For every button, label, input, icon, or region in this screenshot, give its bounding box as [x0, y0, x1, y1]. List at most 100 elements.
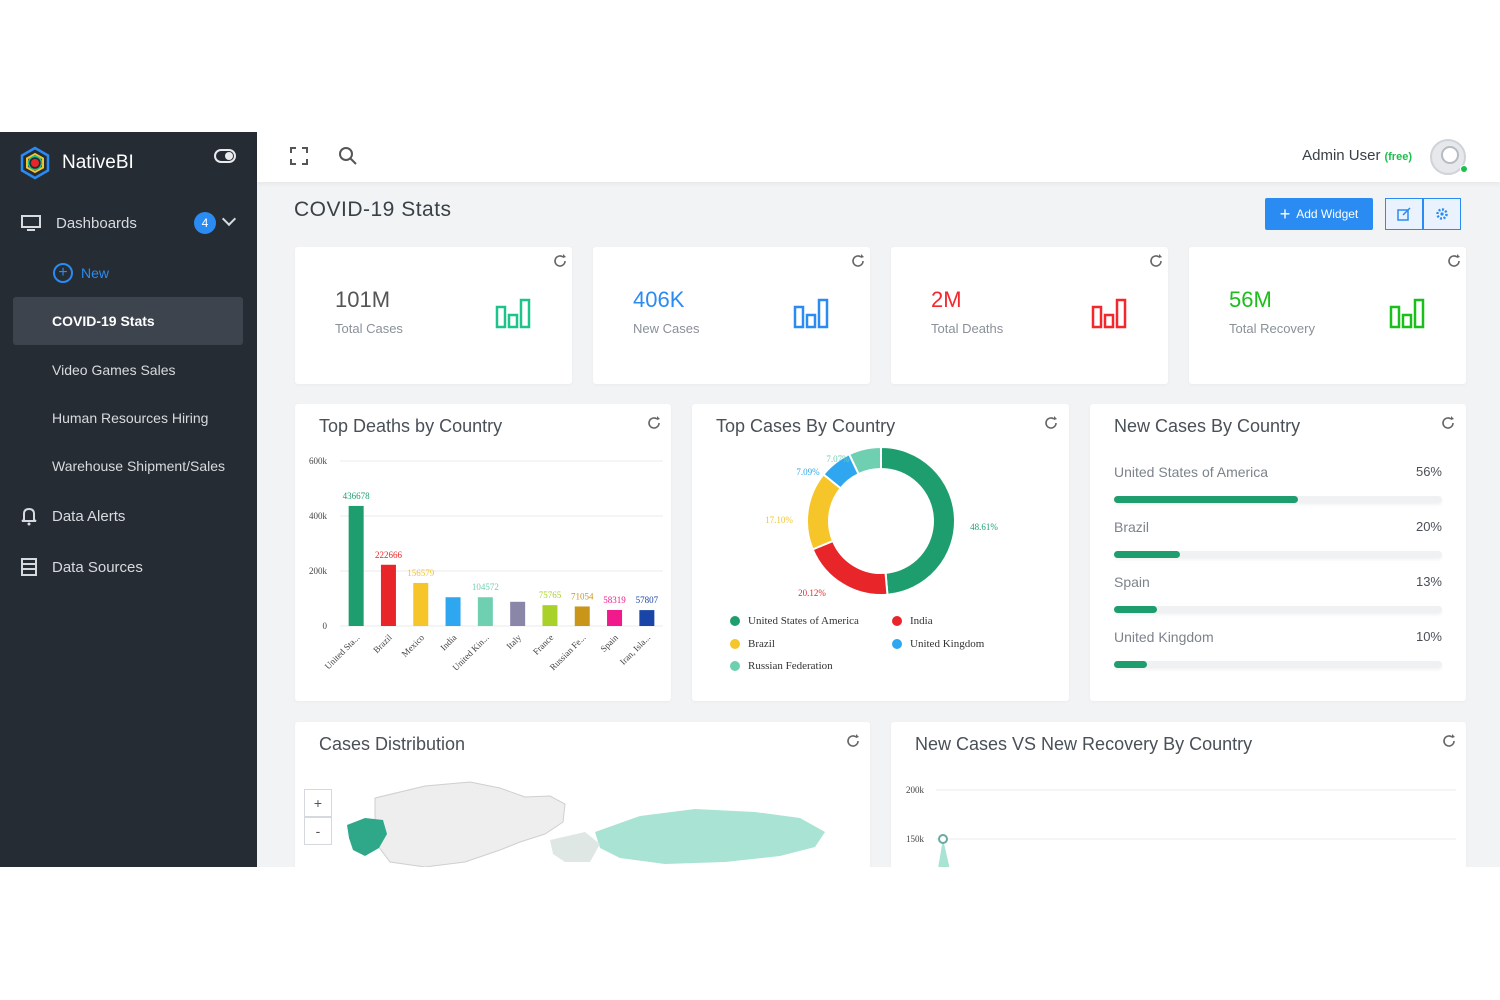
chevron-down-icon[interactable]	[221, 211, 237, 227]
bar	[413, 582, 429, 626]
topbar: Admin User (free)	[257, 132, 1500, 182]
sidebar-item-active-bg[interactable]	[13, 297, 243, 345]
plus-circle-icon: +	[53, 263, 73, 283]
x-tick-label: Iran, Isla...	[618, 632, 652, 666]
map-region-europe	[550, 832, 600, 862]
user-name-text: Admin User	[1302, 147, 1381, 164]
map-zoom-in-button[interactable]: +	[304, 789, 332, 817]
add-widget-label: Add Widget	[1296, 207, 1359, 221]
bar	[380, 564, 396, 626]
bar	[574, 606, 590, 626]
refresh-icon[interactable]	[845, 733, 861, 749]
widget-title: Cases Distribution	[319, 734, 466, 754]
brand[interactable]: NativeBI	[18, 140, 134, 186]
stat-card-total-recovery: 56M Total Recovery	[1189, 247, 1466, 384]
data-label: 57807	[636, 595, 659, 605]
sidebar-item-hr-hiring[interactable]: Human Resources Hiring	[52, 410, 209, 426]
page-title: COVID-19 Stats	[294, 198, 452, 221]
stat-label: Total Deaths	[931, 321, 1004, 336]
slice-label: 48.61%	[970, 522, 998, 532]
data-label: 58319	[603, 595, 626, 605]
legend-label: India	[910, 615, 933, 627]
edit-icon	[1397, 207, 1411, 221]
sidebar-item-dashboards[interactable]: Dashboards 4	[0, 203, 257, 243]
legend-dot	[892, 616, 902, 626]
x-tick-label: India	[438, 632, 458, 652]
refresh-icon[interactable]	[1441, 733, 1457, 749]
legend-item[interactable]: Brazil	[730, 638, 775, 650]
online-status-dot	[1460, 165, 1468, 173]
legend-dot	[892, 639, 902, 649]
progress-track	[1114, 496, 1442, 503]
fullscreen-icon[interactable]	[290, 147, 308, 165]
legend-label: United Kingdom	[910, 638, 985, 650]
legend-item[interactable]: United States of America	[730, 615, 859, 627]
sidebar-item-data-sources[interactable]: Data Sources	[0, 547, 257, 587]
donut-slice	[811, 539, 889, 596]
map-region-asia	[595, 809, 825, 864]
stat-value: 2M	[931, 287, 962, 312]
donut-slice	[806, 473, 843, 551]
brand-logo-icon	[20, 146, 50, 180]
legend-dot	[730, 661, 740, 671]
refresh-icon[interactable]	[1446, 253, 1462, 269]
progress-fill	[1114, 551, 1180, 558]
slice-label: 20.12%	[798, 588, 826, 598]
add-widget-button[interactable]: + Add Widget	[1265, 198, 1373, 230]
widget-top-cases: Top Cases By Country 48.61% 20.12% 17.10% 7…	[692, 404, 1069, 701]
sidebar-item-label: Data Alerts	[52, 507, 126, 525]
y-tick-label: 0	[323, 621, 328, 631]
gear-icon	[1436, 208, 1448, 220]
map-region-highlight	[347, 818, 387, 856]
database-icon	[21, 558, 37, 576]
sidebar-item-warehouse[interactable]: Warehouse Shipment/Sales	[52, 458, 226, 474]
stat-label: Total Recovery	[1229, 321, 1315, 336]
legend-dot	[730, 639, 740, 649]
x-tick-label: Mexico	[400, 632, 427, 659]
x-tick-label: Italy	[504, 632, 523, 651]
refresh-icon[interactable]	[850, 253, 866, 269]
data-label: 104572	[472, 582, 499, 592]
map-zoom-out-button[interactable]: -	[304, 817, 332, 845]
slice-label: 7.09%	[796, 467, 820, 477]
cases-donut-chart: 48.61% 20.12% 17.10% 7.09% 7.07%	[765, 445, 998, 598]
refresh-icon[interactable]	[1440, 415, 1456, 431]
bar	[445, 597, 461, 626]
bar	[510, 601, 526, 626]
deaths-bar-chart: 0 200k 400k 600k 436678 United Sta... 222666 Br…	[309, 456, 663, 673]
refresh-icon[interactable]	[552, 253, 568, 269]
sidebar-item-data-alerts[interactable]: Data Alerts	[0, 496, 257, 536]
settings-button[interactable]	[1423, 198, 1461, 230]
avatar[interactable]	[1430, 139, 1466, 175]
country-name: Spain	[1114, 574, 1150, 590]
search-icon[interactable]	[338, 146, 358, 166]
bar	[348, 505, 364, 626]
progress-fill	[1114, 661, 1147, 668]
refresh-icon[interactable]	[1043, 415, 1059, 431]
data-label: 222666	[375, 550, 403, 560]
bar	[542, 605, 558, 626]
sidebar-item-covid[interactable]: COVID-19 Stats	[52, 313, 155, 329]
bar	[477, 597, 493, 626]
sidebar-item-video-games[interactable]: Video Games Sales	[52, 362, 176, 378]
widget-title: New Cases VS New Recovery By Country	[915, 734, 1253, 754]
sidebar-item-new[interactable]: + New	[53, 263, 109, 283]
slice-label: 7.07%	[826, 454, 850, 464]
bar-chart-icon	[1091, 298, 1127, 329]
donut-slice	[847, 445, 882, 476]
progress-fill	[1114, 606, 1157, 613]
stat-card-total-deaths: 2M Total Deaths	[891, 247, 1168, 384]
user-name[interactable]: Admin User (free)	[1302, 147, 1412, 164]
refresh-icon[interactable]	[1148, 253, 1164, 269]
edit-dashboard-button[interactable]	[1385, 198, 1423, 230]
sidebar-toggle-icon[interactable]	[214, 149, 236, 163]
bar-chart-icon	[793, 298, 829, 329]
legend-item[interactable]: United Kingdom	[892, 638, 984, 650]
legend-label: Russian Federation	[748, 660, 833, 672]
legend-item[interactable]: India	[892, 615, 933, 627]
world-map[interactable]	[295, 722, 870, 867]
refresh-icon[interactable]	[646, 415, 662, 431]
legend-item[interactable]: Russian Federation	[730, 660, 833, 672]
widget-title: New Cases By Country	[1114, 416, 1301, 436]
data-label: 436678	[343, 491, 371, 501]
